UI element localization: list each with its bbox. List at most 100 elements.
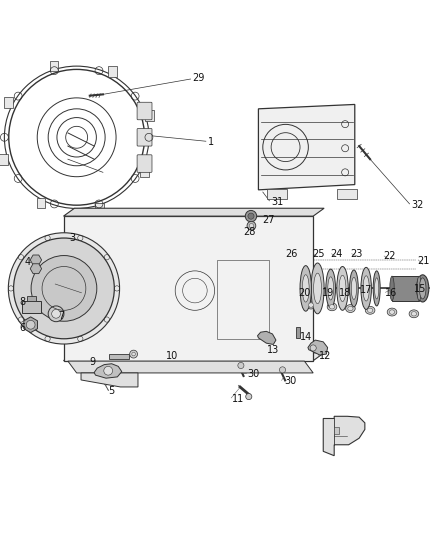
Circle shape bbox=[104, 366, 113, 375]
Bar bbox=[140, 167, 149, 177]
Polygon shape bbox=[94, 364, 122, 378]
Ellipse shape bbox=[373, 271, 380, 306]
Circle shape bbox=[245, 211, 257, 222]
Polygon shape bbox=[68, 361, 313, 373]
Circle shape bbox=[8, 233, 120, 344]
Circle shape bbox=[279, 367, 286, 373]
Text: 32: 32 bbox=[412, 200, 424, 210]
Text: 1: 1 bbox=[208, 136, 214, 147]
Ellipse shape bbox=[387, 308, 397, 316]
Circle shape bbox=[249, 223, 254, 228]
Ellipse shape bbox=[367, 308, 373, 312]
Bar bbox=[4, 98, 13, 108]
FancyBboxPatch shape bbox=[137, 155, 152, 172]
Ellipse shape bbox=[363, 276, 369, 301]
Ellipse shape bbox=[411, 312, 417, 316]
Polygon shape bbox=[258, 332, 276, 344]
Text: 10: 10 bbox=[166, 351, 178, 361]
Polygon shape bbox=[30, 264, 42, 273]
FancyBboxPatch shape bbox=[137, 128, 152, 146]
Ellipse shape bbox=[348, 306, 353, 311]
Text: 3: 3 bbox=[69, 233, 75, 243]
Bar bbox=[217, 260, 269, 339]
Text: 28: 28 bbox=[243, 228, 255, 237]
Text: 5: 5 bbox=[109, 386, 115, 397]
Polygon shape bbox=[64, 353, 324, 361]
Text: 21: 21 bbox=[417, 256, 429, 266]
Ellipse shape bbox=[389, 310, 395, 314]
Bar bbox=[22, 301, 41, 313]
Text: 14: 14 bbox=[300, 332, 312, 342]
Circle shape bbox=[52, 310, 60, 318]
Bar bbox=[95, 203, 104, 214]
Ellipse shape bbox=[337, 266, 348, 310]
Text: 20: 20 bbox=[298, 288, 310, 298]
Ellipse shape bbox=[346, 304, 355, 312]
Text: 6: 6 bbox=[20, 323, 26, 333]
Ellipse shape bbox=[417, 275, 429, 302]
Polygon shape bbox=[24, 317, 38, 333]
Bar bbox=[27, 296, 36, 301]
Circle shape bbox=[130, 350, 138, 358]
Bar bbox=[109, 354, 129, 359]
Circle shape bbox=[31, 255, 97, 321]
Ellipse shape bbox=[302, 274, 309, 302]
Polygon shape bbox=[323, 416, 365, 456]
Ellipse shape bbox=[327, 303, 337, 311]
Bar bbox=[0, 154, 8, 165]
Polygon shape bbox=[30, 255, 42, 265]
Ellipse shape bbox=[350, 270, 358, 307]
Circle shape bbox=[132, 352, 135, 356]
FancyBboxPatch shape bbox=[137, 102, 152, 120]
Ellipse shape bbox=[328, 277, 334, 300]
Ellipse shape bbox=[308, 303, 314, 307]
Circle shape bbox=[247, 221, 256, 230]
Text: 25: 25 bbox=[312, 249, 325, 259]
Bar bbox=[392, 276, 419, 301]
Ellipse shape bbox=[417, 276, 421, 301]
Polygon shape bbox=[64, 208, 324, 216]
Bar bbox=[49, 61, 58, 71]
Text: 7: 7 bbox=[58, 311, 64, 321]
Ellipse shape bbox=[306, 301, 316, 309]
Circle shape bbox=[238, 362, 244, 368]
Text: 24: 24 bbox=[331, 249, 343, 259]
Ellipse shape bbox=[311, 263, 324, 314]
Text: 17: 17 bbox=[360, 285, 372, 295]
Circle shape bbox=[14, 238, 114, 339]
Circle shape bbox=[248, 213, 254, 219]
Bar bbox=[334, 427, 339, 434]
Text: 30: 30 bbox=[284, 376, 296, 386]
Ellipse shape bbox=[326, 269, 336, 308]
Bar bbox=[267, 189, 287, 199]
Text: 12: 12 bbox=[319, 351, 331, 361]
Bar bbox=[337, 189, 357, 199]
Text: 31: 31 bbox=[272, 197, 284, 207]
Text: 27: 27 bbox=[262, 215, 275, 224]
Polygon shape bbox=[81, 373, 138, 387]
Ellipse shape bbox=[339, 275, 346, 302]
Circle shape bbox=[26, 320, 35, 329]
Text: 11: 11 bbox=[232, 394, 244, 404]
Circle shape bbox=[48, 306, 64, 322]
Circle shape bbox=[246, 393, 252, 400]
Circle shape bbox=[310, 345, 316, 351]
Text: 15: 15 bbox=[414, 284, 426, 294]
Ellipse shape bbox=[419, 278, 426, 299]
Bar bbox=[145, 110, 154, 120]
Text: 23: 23 bbox=[350, 249, 363, 259]
Bar bbox=[108, 66, 117, 77]
Text: 13: 13 bbox=[267, 345, 279, 355]
Text: 30: 30 bbox=[247, 369, 260, 379]
Text: 22: 22 bbox=[383, 252, 396, 261]
Text: 9: 9 bbox=[90, 357, 96, 367]
Ellipse shape bbox=[409, 310, 419, 318]
Text: 29: 29 bbox=[193, 73, 205, 83]
Ellipse shape bbox=[361, 268, 371, 310]
Ellipse shape bbox=[351, 277, 357, 300]
Text: 16: 16 bbox=[385, 288, 397, 298]
Polygon shape bbox=[308, 340, 328, 355]
Ellipse shape bbox=[314, 273, 321, 304]
Ellipse shape bbox=[374, 278, 379, 299]
Ellipse shape bbox=[300, 265, 311, 311]
